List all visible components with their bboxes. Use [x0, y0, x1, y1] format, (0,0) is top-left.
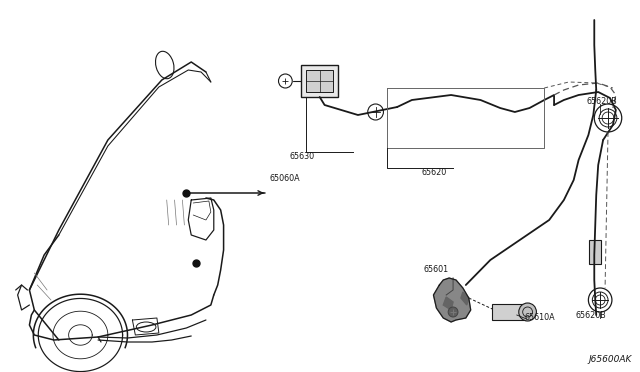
Text: 65060A: 65060A	[269, 174, 300, 183]
Text: 65620B: 65620B	[586, 97, 617, 106]
Bar	[492, 304, 527, 320]
Text: 65610A: 65610A	[525, 313, 556, 322]
Polygon shape	[461, 292, 468, 305]
Bar	[589, 240, 601, 264]
Polygon shape	[444, 297, 453, 310]
Bar	[301, 65, 339, 97]
Polygon shape	[433, 278, 470, 322]
Bar	[306, 70, 333, 92]
Text: 65620: 65620	[422, 168, 447, 177]
Circle shape	[448, 307, 458, 317]
Text: 65630: 65630	[289, 152, 314, 161]
Text: 65601: 65601	[424, 265, 449, 274]
Text: 65620B: 65620B	[575, 311, 606, 320]
Text: J65600AK: J65600AK	[588, 355, 632, 364]
Circle shape	[519, 303, 536, 321]
